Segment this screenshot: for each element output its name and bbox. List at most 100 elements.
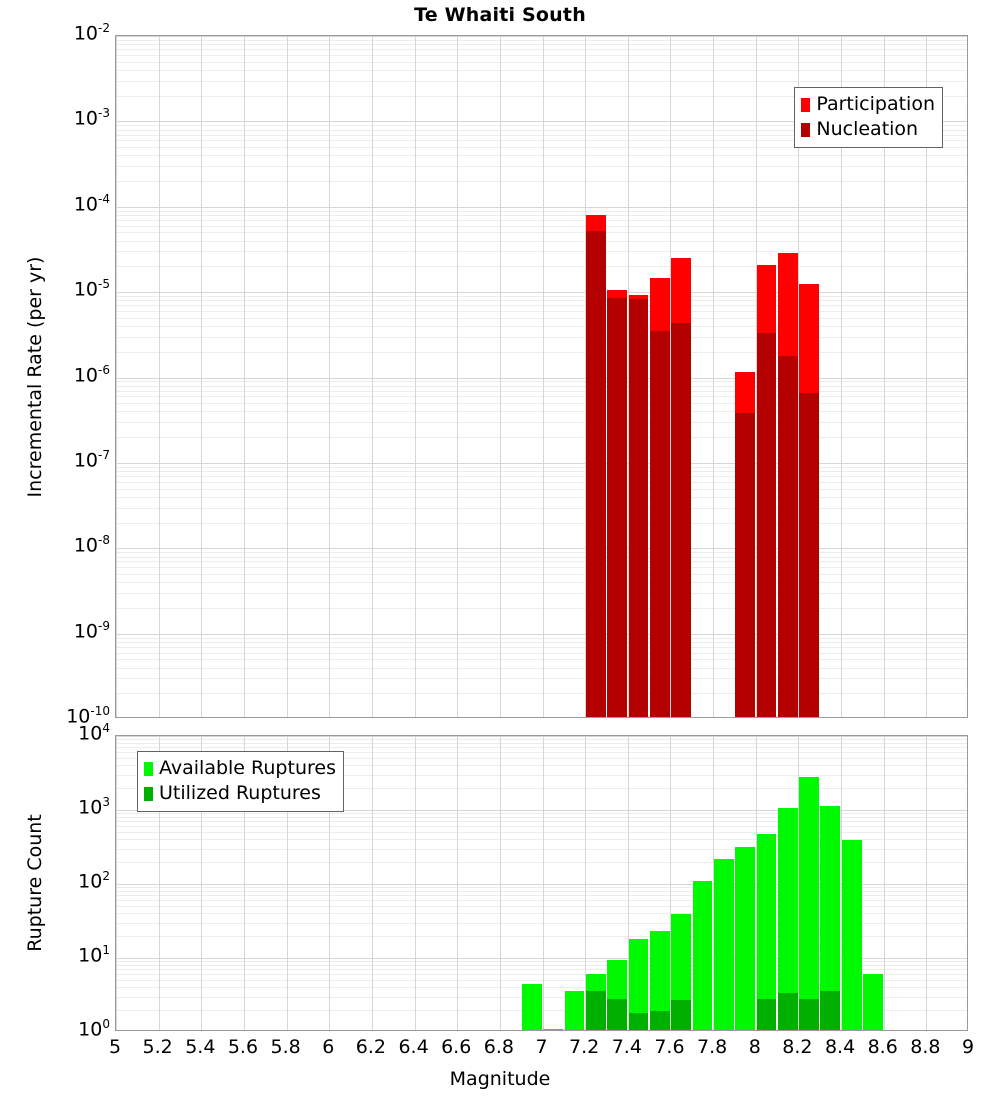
- x-tick-label: 7.6: [654, 1036, 685, 1058]
- bar-available-ruptures: [735, 846, 755, 1030]
- gridline-vertical: [628, 736, 629, 1030]
- x-tick-label: 7: [535, 1036, 548, 1058]
- gridline-minor: [116, 592, 967, 594]
- gridline-minor: [116, 969, 967, 971]
- bar-nucleation: [799, 393, 819, 717]
- gridline-vertical: [159, 36, 160, 717]
- gridline-vertical: [287, 736, 288, 1030]
- gridline-minor: [116, 396, 967, 398]
- gridline-vertical: [415, 36, 416, 717]
- gridline-vertical: [244, 736, 245, 1030]
- gridline-vertical: [372, 736, 373, 1030]
- bar-nucleation: [671, 322, 691, 717]
- available-ruptures-swatch-icon: [144, 761, 153, 776]
- gridline-minor: [116, 848, 967, 850]
- gridline-vertical: [713, 36, 714, 717]
- gridline-minor: [116, 522, 967, 524]
- gridline-minor: [116, 481, 967, 483]
- gridline-minor: [116, 678, 967, 680]
- bottom-legend: Available Ruptures Utilized Ruptures: [137, 751, 344, 812]
- x-tick-label: 8.8: [910, 1036, 941, 1058]
- gridline-minor: [116, 747, 967, 749]
- x-tick-label: 8.6: [867, 1036, 898, 1058]
- x-tick-label: 5: [108, 1036, 122, 1058]
- gridline-minor: [116, 488, 967, 490]
- gridline-vertical: [713, 736, 714, 1030]
- bar-utilized-ruptures: [756, 998, 777, 1030]
- bar-available-ruptures: [713, 858, 734, 1030]
- gridline-minor: [116, 895, 967, 897]
- gridline-minor: [116, 155, 967, 157]
- bottom-bars: [116, 736, 967, 1030]
- gridline-vertical: [457, 736, 458, 1030]
- gridline-vertical: [670, 36, 671, 717]
- gridline-minor: [116, 839, 967, 841]
- top-legend: Participation Nucleation: [794, 87, 943, 148]
- legend-label-utilized-ruptures: Utilized Ruptures: [159, 782, 321, 804]
- gridline-minor: [116, 739, 967, 741]
- gridline-minor: [116, 573, 967, 575]
- gridline-minor: [116, 758, 967, 760]
- gridline-minor: [116, 774, 967, 776]
- y-tick-label: 10-4: [73, 191, 110, 216]
- bar-available-ruptures: [777, 808, 798, 1030]
- gridline-vertical: [329, 736, 330, 1030]
- y-tick-label: 10-9: [73, 618, 110, 642]
- y-tick-label: 104: [78, 721, 110, 745]
- gridline-vertical: [670, 736, 671, 1030]
- gridline-vertical: [798, 36, 799, 717]
- gridline-minor: [116, 582, 967, 584]
- x-tick-label: 8.4: [824, 1036, 856, 1058]
- gridline-minor: [116, 900, 967, 902]
- gridline-vertical: [585, 736, 586, 1030]
- gridline-vertical: [841, 736, 842, 1030]
- bottom-gridlines: [116, 736, 967, 1030]
- gridline-vertical: [201, 36, 202, 717]
- legend-item-nucleation: Nucleation: [801, 117, 935, 142]
- gridline-vertical: [585, 36, 586, 717]
- rupture-count-chart: Available Ruptures Utilized Ruptures: [115, 735, 968, 1031]
- gridline-major: [116, 121, 967, 123]
- gridline-vertical: [628, 36, 629, 717]
- bar-available-ruptures: [564, 990, 585, 1030]
- gridline-minor: [116, 134, 967, 136]
- gridline-vertical: [116, 36, 117, 717]
- gridline-major: [116, 36, 967, 37]
- gridline-vertical: [116, 736, 117, 1030]
- gridline-minor: [116, 129, 967, 131]
- bar-available-ruptures: [799, 776, 819, 1030]
- top-gridlines: [116, 36, 967, 717]
- y-tick-label: 10-6: [73, 362, 110, 386]
- bar-available-ruptures: [863, 974, 883, 1030]
- bar-utilized-ruptures: [628, 1013, 649, 1030]
- gridline-minor: [116, 496, 967, 498]
- gridline-vertical: [372, 36, 373, 717]
- bar-available-ruptures: [543, 1028, 564, 1030]
- gridline-minor: [116, 232, 967, 234]
- incremental-rate-chart: Participation Nucleation: [115, 35, 968, 718]
- x-tick-label: 7.4: [611, 1036, 642, 1058]
- gridline-major: [116, 292, 967, 294]
- bar-nucleation: [756, 333, 777, 717]
- x-tick-label: 5.6: [227, 1036, 259, 1058]
- gridline-minor: [116, 861, 967, 863]
- gridline-minor: [116, 826, 967, 828]
- gridline-minor: [116, 44, 967, 46]
- gridline-minor: [116, 567, 967, 569]
- gridline-minor: [116, 887, 967, 889]
- gridline-minor: [116, 641, 967, 643]
- x-tick-label: 9: [961, 1036, 975, 1058]
- gridline-minor: [116, 476, 967, 478]
- gridline-vertical: [287, 36, 288, 717]
- y-tick-label: 100: [78, 1017, 110, 1041]
- gridline-major: [116, 548, 967, 550]
- gridline-minor: [116, 240, 967, 242]
- y-tick-label: 10-7: [73, 447, 110, 472]
- gridline-minor: [116, 765, 967, 767]
- gridline-minor: [116, 215, 967, 217]
- legend-label-nucleation: Nucleation: [816, 118, 919, 140]
- gridline-minor: [116, 300, 967, 302]
- gridline-major: [116, 377, 967, 379]
- gridline-minor: [116, 125, 967, 127]
- gridline-minor: [116, 326, 967, 328]
